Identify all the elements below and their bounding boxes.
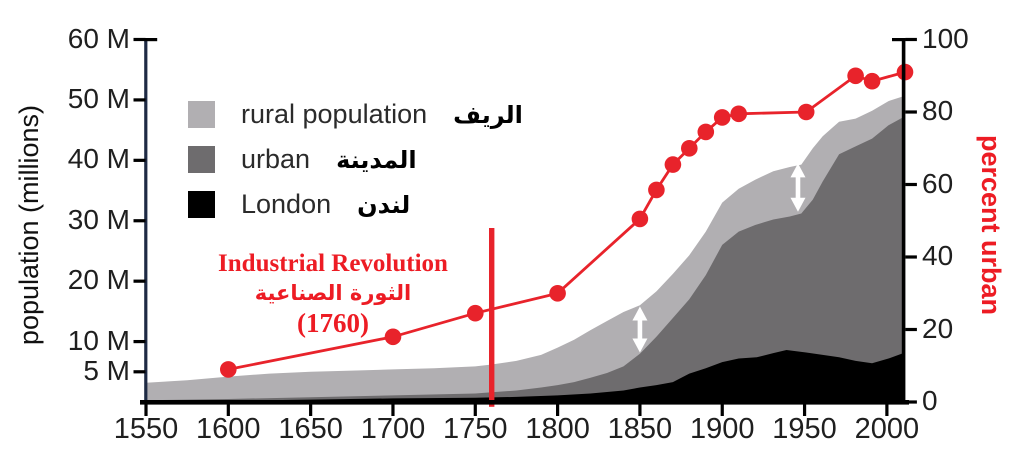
x-axis-tick-label: 1900 [689,413,755,445]
x-axis-tick-label: 1850 [607,413,673,445]
x-axis-line [140,400,909,405]
right-axis-tick [905,327,917,332]
annotation-title: Industrial Revolution [218,250,448,277]
percent-urban-point [697,123,715,141]
left-axis-tick-label: 40 M [67,143,130,175]
x-axis-tick-label: 1550 [113,413,179,445]
percent-urban-point [863,72,881,90]
x-axis-tick-label: 1750 [443,413,508,445]
x-axis-tick [391,404,395,416]
industrial-revolution-annotation: Industrial Revolution الثورة الصناعية (1… [168,250,498,339]
rural-swatch-icon [188,101,215,128]
gap-arrow-head-up-icon [790,163,806,178]
percent-urban-point [730,105,747,123]
x-axis-tick-label: 2000 [854,413,920,445]
legend-label-rural: rural population [241,99,428,129]
area-london [146,350,905,402]
legend-label-urban-arabic: المدينة [336,145,417,174]
right-axis-tick [905,110,917,114]
x-axis-tick [885,404,889,416]
x-axis-tick [309,404,313,416]
right-axis-title: percent urban [976,134,1006,316]
percent-urban-point [797,103,815,121]
legend-label-urban: urban [241,144,311,174]
area-urban [146,116,905,401]
percent-urban-point [549,285,566,302]
right-axis-tick-label: 40 [922,240,954,271]
right-axis-tick-label: 20 [922,312,954,344]
percent-urban-point [664,156,682,173]
legend-label-london: London [241,189,332,219]
left-axis-tick [133,98,146,102]
x-axis-tick [226,404,230,416]
legend-item-urban: urban المدينة [188,144,523,174]
percent-urban-point [713,109,731,126]
right-axis-tick [905,400,917,404]
left-axis-tick [133,279,146,283]
right-axis-spine [901,38,906,404]
x-axis-tick [473,404,477,416]
gap-arrow-head-up-icon [632,306,648,321]
x-axis-tick [638,404,642,416]
x-axis-tick-label: 1950 [772,413,837,445]
left-axis-top-cap [144,38,158,42]
legend-label-london-arabic: لندن [357,190,411,219]
left-axis-tick [133,370,146,374]
x-axis-tick [720,404,724,416]
legend-item-london: London لندن [188,189,523,219]
left-axis-tick-label: 30 M [67,203,130,235]
left-axis-tick-label: 5 M [83,354,130,386]
gap-arrow-head-down-icon [790,197,806,212]
x-axis-tick [144,404,148,416]
percent-urban-point [847,67,864,85]
right-axis-tick-label: 100 [922,22,969,54]
gap-arrow-head-down-icon [632,338,648,353]
percent-urban-point [681,140,698,157]
left-axis-spine [144,38,148,402]
urban-swatch-icon [188,146,215,173]
x-axis-tick [802,404,807,416]
legend-label-rural-arabic: الريف [453,100,523,129]
london-swatch-icon [188,191,215,218]
percent-urban-point [648,181,665,199]
left-axis-tick [133,219,146,223]
left-axis-tick-label: 10 M [67,324,130,356]
right-axis-tick-label: 60 [922,167,954,199]
right-axis-tick-label: 0 [922,385,938,416]
x-axis-tick-label: 1600 [196,413,261,445]
legend: rural population الريف urban المدينة Lon… [188,99,523,219]
left-axis-tick-label: 60 M [67,22,130,54]
right-axis-tick [905,255,917,259]
left-axis-tick [133,37,146,42]
left-axis-tick-label: 50 M [67,82,130,114]
x-axis-tick-label: 1700 [360,413,426,445]
annotation-title-arabic: الثورة الصناعية [254,281,412,305]
right-axis-tick-label: 80 [922,95,954,126]
percent-urban-point [220,361,237,378]
percent-urban-point [384,328,402,346]
percent-urban-point [631,210,649,228]
right-axis-tick [905,182,917,187]
left-axis-tick-label: 20 M [67,264,130,296]
left-axis-tick [133,158,146,162]
x-axis-tick-label: 1800 [525,413,590,445]
percent-urban-point [467,304,484,322]
right-axis-top-cap [892,38,906,42]
legend-item-rural: rural population الريف [188,99,523,129]
industrial-revolution-vline [489,228,495,407]
left-axis-tick [133,339,146,344]
x-axis-tick [556,404,560,416]
right-axis-tick [905,37,917,42]
annotation-year: (1760) [297,308,369,338]
x-axis-tick-label: 1650 [278,413,343,445]
